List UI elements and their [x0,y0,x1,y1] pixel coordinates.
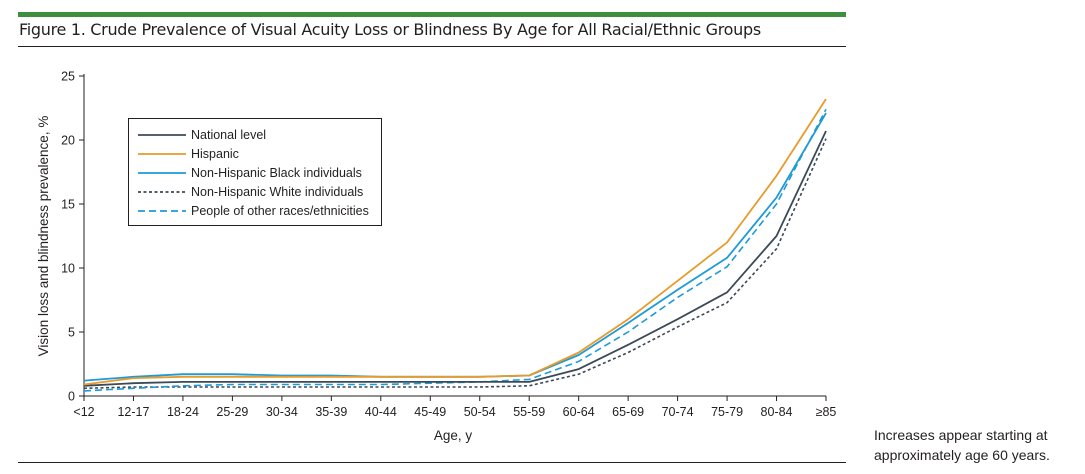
legend-swatch [138,172,186,174]
legend-label: Non-Hispanic White individuals [191,185,364,199]
legend-item: National level [138,126,266,144]
legend-label: Non-Hispanic Black individuals [191,166,362,180]
legend-label: National level [191,128,267,142]
y-tick-label: 20 [61,134,75,148]
x-tick-label: 40-44 [365,405,397,419]
x-tick-label: 55-59 [513,405,545,419]
annotation-note: Increases appear starting at approximate… [874,427,1050,463]
series-line-4 [83,108,827,392]
legend-swatch [138,191,186,193]
legend-item: Hispanic [138,145,239,163]
y-axis-label: Vision loss and blindness prevalence, % [36,116,51,357]
legend-item: People of other races/ethnicities [138,202,369,220]
legend-item: Non-Hispanic White individuals [138,183,363,201]
x-tick-label: 65-69 [612,405,644,419]
x-tick-label: <12 [73,405,94,419]
y-tick-label: 10 [61,262,75,276]
x-tick-label: 50-54 [464,405,496,419]
x-tick-label: 35-39 [315,405,347,419]
figure-title: Figure 1. Crude Prevalence of Visual Acu… [19,20,761,39]
legend-swatch [138,134,186,136]
x-tick-label: 18-24 [167,405,199,419]
series-line-1 [83,98,827,386]
x-tick-label: 60-64 [563,405,595,419]
series-line-3 [83,138,827,390]
series-line-0 [83,130,827,387]
line-chart: 0 5 10 15 20 25 <12 12-17 18-24 25-29 30-34 35-39 40… [36,70,837,444]
bottom-divider [18,462,846,463]
x-tick-label: 75-79 [711,405,743,419]
y-tick-label: 0 [68,390,75,404]
title-accent-bar [18,12,846,17]
y-tick-label: 25 [61,70,75,84]
legend-label: People of other races/ethnicities [191,204,369,218]
x-tick-label: 12-17 [117,405,149,419]
x-tick-label: 80-84 [761,405,793,419]
legend-swatch [138,153,186,155]
y-tick-label: 15 [61,198,75,212]
x-tick-label: 30-34 [266,405,298,419]
title-divider [18,46,846,47]
chart-legend: National level Hispanic Non-Hispanic Black… [128,118,382,226]
x-axis-label: Age, y [434,428,473,443]
x-tick-label: ≥85 [816,405,837,419]
legend-swatch [138,210,186,212]
legend-item: Non-Hispanic Black individuals [138,164,362,182]
y-tick-label: 5 [68,326,75,340]
x-tick-label: 70-74 [662,405,694,419]
legend-label: Hispanic [191,147,239,161]
x-tick-label: 25-29 [216,405,248,419]
x-tick-label: 45-49 [414,405,446,419]
